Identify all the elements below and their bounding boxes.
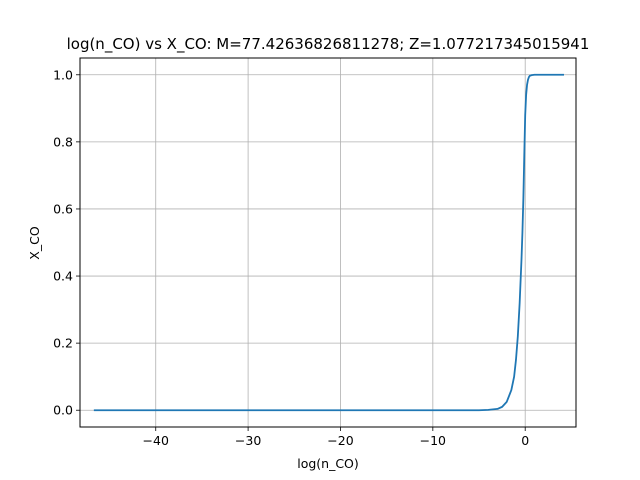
x-tick-label: −40	[143, 433, 169, 448]
x-tick-label: −30	[235, 433, 261, 448]
y-axis-title: X_CO	[27, 226, 42, 260]
y-tick-label: 0.4	[53, 269, 73, 284]
series-line	[93, 73, 564, 412]
chart-title: log(n_CO) vs X_CO: M=77.42636826811278; …	[67, 35, 590, 54]
x-tick-label: −10	[420, 433, 446, 448]
y-tick-label: 0.2	[53, 336, 73, 351]
axis-ticks: −40 −30 −20 −10 0 0.0 0.2 0.4 0.6 0.8 1.0	[53, 67, 529, 448]
series-layer	[93, 73, 564, 412]
plot-frame	[79, 57, 577, 428]
y-tick-label: 1.0	[53, 67, 73, 82]
x-tick-label: 0	[521, 433, 529, 448]
x-axis-title: log(n_CO)	[297, 456, 359, 471]
y-tick-label: 0.6	[53, 201, 73, 216]
x-tick-label: −20	[327, 433, 353, 448]
y-tick-label: 0.8	[53, 134, 73, 149]
y-tick-label: 0.0	[53, 403, 73, 418]
